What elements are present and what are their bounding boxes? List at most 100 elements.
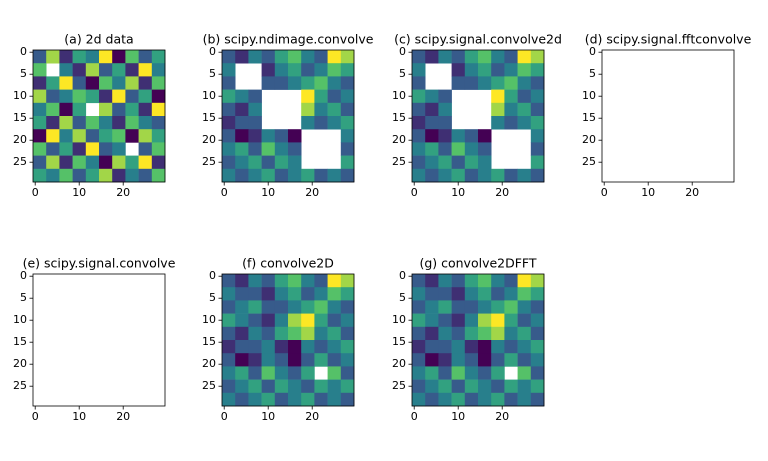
heatmap-cell	[478, 313, 492, 328]
heatmap-cell	[248, 116, 262, 130]
heatmap-cell	[530, 326, 545, 341]
heatmap-cell	[46, 155, 60, 170]
x-tick-label: 0	[32, 410, 39, 423]
heatmap-cell	[327, 340, 342, 354]
heatmap-cell	[274, 353, 289, 367]
heatmap-cell	[491, 63, 505, 77]
heatmap-cell	[464, 313, 479, 328]
heatmap-cell	[464, 300, 479, 314]
axes-frame	[32, 273, 166, 407]
heatmap-cell	[491, 102, 505, 117]
heatmap-cell	[327, 102, 342, 117]
x-tick-label: 20	[305, 410, 319, 423]
heatmap-cell	[151, 168, 166, 183]
heatmap-cell	[33, 76, 47, 90]
y-tick-label: 15	[202, 335, 216, 348]
heatmap-cell	[314, 326, 328, 341]
heatmap-cell	[261, 287, 276, 301]
heatmap-cell	[530, 300, 545, 314]
heatmap-cell	[530, 116, 545, 130]
heatmap-cell	[478, 366, 492, 380]
heatmap-cell	[478, 168, 492, 183]
heatmap-cell	[464, 366, 479, 380]
heatmap-cell	[59, 76, 73, 90]
y-tick-label: 20	[202, 133, 216, 146]
heatmap-cell	[261, 353, 276, 367]
heatmap-cell	[288, 287, 302, 301]
x-tick-label: 20	[685, 186, 699, 199]
heatmap-cell	[412, 76, 426, 90]
heatmap-cell	[235, 155, 249, 170]
heatmap-cell	[517, 116, 532, 130]
heatmap-cell	[438, 155, 452, 170]
heatmap-cell	[464, 63, 479, 77]
heatmap-cell	[504, 76, 518, 90]
heatmap-cell	[340, 392, 355, 407]
heatmap-cell	[491, 326, 505, 341]
heatmap-cell	[340, 102, 355, 117]
heatmap-cell	[327, 50, 342, 64]
y-tick-label: 10	[202, 89, 216, 102]
heatmap-cell	[340, 313, 355, 328]
heatmap-cell	[248, 326, 262, 341]
heatmap-cell	[248, 142, 262, 156]
heatmap-cell	[138, 155, 153, 170]
heatmap-cell	[491, 366, 505, 380]
heatmap-cell	[412, 340, 426, 354]
heatmap-cell	[151, 102, 166, 117]
heatmap-cell	[438, 274, 452, 288]
heatmap-cell	[412, 379, 426, 394]
heatmap-cell	[504, 168, 518, 183]
heatmap-cell	[151, 89, 166, 104]
x-tick-label: 0	[221, 410, 228, 423]
heatmap-cell	[425, 168, 439, 183]
heatmap-cell	[491, 340, 505, 354]
heatmap-cell	[425, 155, 439, 170]
heatmap-cell	[530, 392, 545, 407]
heatmap-cell	[46, 89, 60, 104]
heatmap-cell	[222, 300, 236, 314]
heatmap-cell	[517, 326, 532, 341]
heatmap-cell	[33, 116, 47, 130]
heatmap-cell	[451, 168, 466, 183]
heatmap-cell	[274, 366, 289, 380]
y-tick-label: 15	[13, 111, 27, 124]
heatmap-cell	[274, 326, 289, 341]
heatmap-cell	[517, 313, 532, 328]
x-tick-label: 10	[451, 186, 465, 199]
heatmap-cell	[504, 340, 518, 354]
heatmap-cell	[301, 313, 315, 328]
heatmap-cell	[412, 142, 426, 156]
heatmap-cell	[112, 116, 126, 130]
heatmap-cell	[412, 300, 426, 314]
heatmap-cell	[327, 287, 342, 301]
heatmap-cell	[85, 129, 100, 143]
heatmap-cell	[491, 392, 505, 407]
heatmap-cell	[99, 76, 113, 90]
heatmap-cell	[138, 50, 153, 64]
heatmap-cell	[261, 340, 276, 354]
heatmap-cell	[530, 155, 545, 170]
heatmap-cell	[491, 274, 505, 288]
heatmap-cell	[248, 287, 262, 301]
heatmap-cell	[99, 116, 113, 130]
heatmap-cell	[85, 155, 100, 170]
heatmap-cell	[314, 379, 328, 394]
heatmap-cell	[99, 168, 113, 183]
heatmap-cell	[314, 76, 328, 90]
heatmap-cell	[46, 116, 60, 130]
heatmap-cell	[222, 274, 236, 288]
heatmap-cell	[274, 340, 289, 354]
heatmap-cell	[530, 129, 545, 143]
heatmap-cell	[327, 76, 342, 90]
heatmap-cell	[138, 76, 153, 90]
heatmap-cell	[425, 142, 439, 156]
heatmap-cell	[530, 366, 545, 380]
heatmap-cell	[517, 63, 532, 77]
heatmap-cell	[340, 287, 355, 301]
heatmap-cell	[33, 155, 47, 170]
y-tick-label: 10	[392, 89, 406, 102]
heatmap-cell	[222, 102, 236, 117]
heatmap-cell	[478, 50, 492, 64]
heatmap-cell	[248, 102, 262, 117]
